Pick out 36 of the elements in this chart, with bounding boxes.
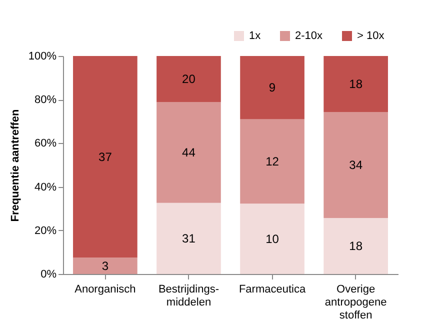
x-tick-label: Farmaceutica [238, 284, 306, 296]
annotation: 34 [349, 158, 363, 172]
annotation: 3 [102, 258, 109, 273]
y-tick-label: 40% [34, 181, 57, 194]
annotation: 12 [266, 154, 280, 168]
legend-label: 1x [249, 30, 262, 42]
annotation: 44 [182, 145, 196, 160]
x-tick-label: Anorganisch [74, 284, 136, 296]
annotation: 18 [349, 238, 363, 253]
annotation: 20 [182, 72, 196, 86]
y-tick-label: 100% [28, 50, 57, 62]
annotation: 31 [182, 231, 196, 246]
bar [240, 56, 304, 120]
bar [324, 112, 388, 218]
annotation: 9 [268, 80, 276, 95]
y-tick-label: 60% [34, 138, 57, 150]
annotation: 37 [98, 150, 112, 164]
x-tick-label: Bestrijdings- middelen [158, 284, 220, 308]
bar [156, 102, 221, 203]
legend-label: 2-10x [295, 30, 324, 42]
bar [240, 119, 304, 204]
bar [73, 258, 138, 274]
x-tick-label: Overige antropogene stoffen [324, 284, 387, 322]
bar [156, 56, 221, 102]
y-tick-label: 0% [40, 268, 57, 280]
bar [156, 202, 221, 274]
annotation: 10 [266, 232, 280, 246]
bar [324, 56, 388, 112]
bar [240, 204, 304, 274]
legend-label: > 10x [357, 30, 385, 42]
y-axis-title: Frequentie aantreffen [9, 108, 22, 222]
bar [73, 56, 138, 258]
y-tick-label: 80% [34, 94, 57, 106]
bar [324, 218, 388, 274]
y-tick-label: 20% [34, 224, 57, 237]
annotation: 18 [349, 77, 363, 92]
